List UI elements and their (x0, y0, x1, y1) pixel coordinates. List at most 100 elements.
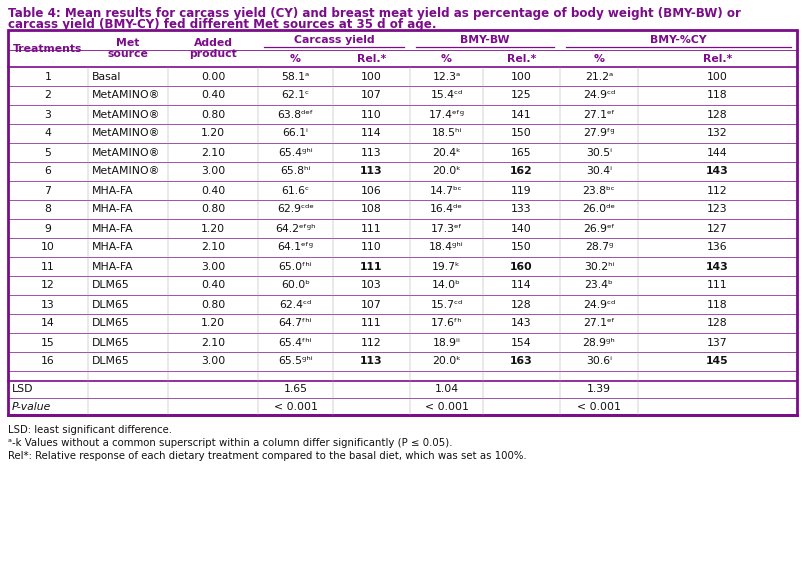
Text: 110: 110 (361, 110, 382, 120)
Text: 125: 125 (511, 90, 531, 101)
Text: 112: 112 (361, 337, 381, 347)
Text: 65.4ᶠʰⁱ: 65.4ᶠʰⁱ (278, 337, 312, 347)
Text: 30.4ⁱ: 30.4ⁱ (585, 167, 611, 176)
Text: 145: 145 (705, 357, 728, 367)
Text: 150: 150 (511, 242, 531, 253)
Text: MHA-FA: MHA-FA (92, 224, 133, 233)
Text: MHA-FA: MHA-FA (92, 262, 133, 272)
Text: 111: 111 (361, 319, 381, 328)
Text: 17.6ᶠʰ: 17.6ᶠʰ (430, 319, 462, 328)
Text: DLM65: DLM65 (92, 319, 130, 328)
Text: 141: 141 (511, 110, 531, 120)
Text: 62.9ᶜᵈᵉ: 62.9ᶜᵈᵉ (277, 205, 314, 215)
Text: 10: 10 (41, 242, 55, 253)
Text: 163: 163 (509, 357, 533, 367)
Text: 16: 16 (41, 357, 55, 367)
Text: 111: 111 (707, 280, 727, 290)
Text: DLM65: DLM65 (92, 337, 130, 347)
Text: ᵃ-k Values without a common superscript within a column differ significantly (P : ᵃ-k Values without a common superscript … (8, 438, 452, 448)
Text: 113: 113 (360, 357, 383, 367)
Text: LSD: LSD (12, 385, 34, 394)
Text: %: % (290, 54, 301, 63)
Text: 13: 13 (41, 299, 55, 310)
Text: 114: 114 (361, 128, 381, 138)
Text: Rel.*: Rel.* (356, 54, 386, 63)
Text: 63.8ᵈᵉᶠ: 63.8ᵈᵉᶠ (277, 110, 313, 120)
Text: 15: 15 (41, 337, 55, 347)
Text: 111: 111 (360, 262, 383, 272)
Text: Treatments: Treatments (14, 44, 83, 54)
Text: 107: 107 (361, 299, 382, 310)
Text: 14.0ᵇ: 14.0ᵇ (431, 280, 460, 290)
Text: Basal: Basal (92, 72, 121, 81)
Text: 62.4ᶜᵈ: 62.4ᶜᵈ (279, 299, 311, 310)
Text: 0.80: 0.80 (200, 205, 225, 215)
Text: 0.40: 0.40 (200, 90, 225, 101)
Text: 0.40: 0.40 (200, 280, 225, 290)
Text: 28.7ᵍ: 28.7ᵍ (584, 242, 613, 253)
Bar (8, 30, 796, 415)
Text: 3.00: 3.00 (200, 167, 225, 176)
Text: 30.6ⁱ: 30.6ⁱ (585, 357, 611, 367)
Text: 1.20: 1.20 (200, 128, 225, 138)
Text: 65.8ʰⁱ: 65.8ʰⁱ (280, 167, 310, 176)
Text: 24.9ᶜᵈ: 24.9ᶜᵈ (582, 90, 614, 101)
Text: 20.0ᵏ: 20.0ᵏ (431, 357, 460, 367)
Text: 65.0ᶠʰⁱ: 65.0ᶠʰⁱ (278, 262, 312, 272)
Text: 12.3ᵃ: 12.3ᵃ (431, 72, 460, 81)
Text: 136: 136 (707, 242, 727, 253)
Text: Rel.*: Rel.* (506, 54, 536, 63)
Text: 119: 119 (511, 185, 531, 195)
Text: 1.20: 1.20 (200, 224, 225, 233)
Text: 61.6ᶜ: 61.6ᶜ (282, 185, 309, 195)
Text: 8: 8 (44, 205, 51, 215)
Text: 118: 118 (707, 299, 727, 310)
Text: 137: 137 (707, 337, 727, 347)
Text: 14: 14 (41, 319, 55, 328)
Text: 30.5ⁱ: 30.5ⁱ (585, 147, 611, 158)
Text: MHA-FA: MHA-FA (92, 205, 133, 215)
Text: 17.4ᵉᶠᵍ: 17.4ᵉᶠᵍ (428, 110, 464, 120)
Text: 106: 106 (361, 185, 382, 195)
Text: Table 4: Mean results for carcass yield (CY) and breast meat yield as percentage: Table 4: Mean results for carcass yield … (8, 7, 740, 20)
Text: 132: 132 (707, 128, 727, 138)
Text: 64.1ᵉᶠᵍ: 64.1ᵉᶠᵍ (277, 242, 313, 253)
Text: 154: 154 (511, 337, 531, 347)
Text: 26.9ᵉᶠ: 26.9ᵉᶠ (582, 224, 614, 233)
Text: MHA-FA: MHA-FA (92, 185, 133, 195)
Text: 16.4ᵈᵉ: 16.4ᵈᵉ (430, 205, 463, 215)
Text: 7: 7 (44, 185, 51, 195)
Text: DLM65: DLM65 (92, 299, 130, 310)
Text: 128: 128 (707, 110, 727, 120)
Text: 108: 108 (361, 205, 382, 215)
Text: 140: 140 (511, 224, 531, 233)
Text: 15.4ᶜᵈ: 15.4ᶜᵈ (430, 90, 462, 101)
Text: 5: 5 (44, 147, 51, 158)
Text: 150: 150 (511, 128, 531, 138)
Text: 26.0ᵈᵉ: 26.0ᵈᵉ (581, 205, 615, 215)
Text: 20.0ᵏ: 20.0ᵏ (431, 167, 460, 176)
Text: 24.9ᶜᵈ: 24.9ᶜᵈ (582, 299, 614, 310)
Text: DLM65: DLM65 (92, 357, 130, 367)
Text: 11: 11 (41, 262, 55, 272)
Text: < 0.001: < 0.001 (424, 402, 468, 411)
Text: 6: 6 (44, 167, 51, 176)
Text: 0.40: 0.40 (200, 185, 225, 195)
Text: 165: 165 (511, 147, 531, 158)
Text: 27.1ᵉᶠ: 27.1ᵉᶠ (582, 319, 614, 328)
Text: DLM65: DLM65 (92, 280, 130, 290)
Text: 2.10: 2.10 (200, 337, 225, 347)
Text: Met
source: Met source (107, 38, 148, 59)
Text: 20.4ᵏ: 20.4ᵏ (431, 147, 460, 158)
Text: 65.5ᵍʰⁱ: 65.5ᵍʰⁱ (277, 357, 313, 367)
Text: Rel.*: Rel.* (702, 54, 731, 63)
Text: Added
product: Added product (189, 38, 237, 59)
Text: 4: 4 (44, 128, 51, 138)
Text: 0.80: 0.80 (200, 110, 225, 120)
Text: 18.4ᵍʰⁱ: 18.4ᵍʰⁱ (428, 242, 464, 253)
Text: 12: 12 (41, 280, 55, 290)
Text: 100: 100 (510, 72, 531, 81)
Text: %: % (593, 54, 604, 63)
Text: 30.2ʰⁱ: 30.2ʰⁱ (583, 262, 614, 272)
Text: 128: 128 (707, 319, 727, 328)
